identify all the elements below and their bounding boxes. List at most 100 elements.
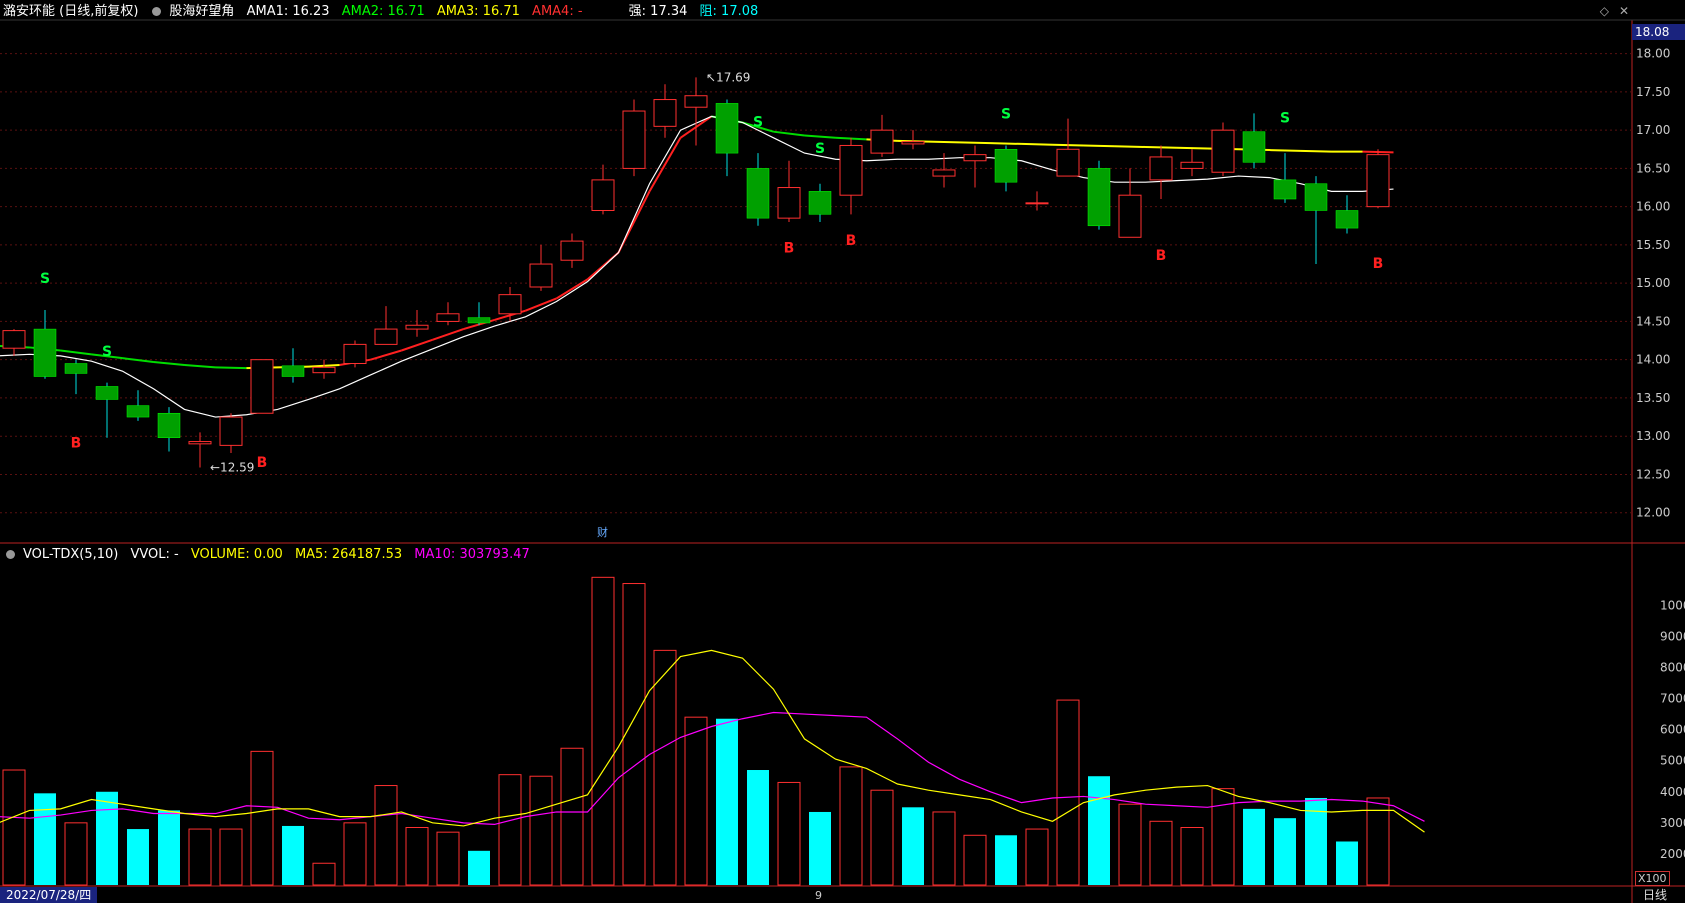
- volume-bar: [1118, 803, 1142, 886]
- signal-B: B: [1373, 256, 1384, 272]
- ama-upper-segment: [60, 349, 92, 356]
- ama-upper-segment: [1269, 149, 1301, 152]
- volume-bar: [684, 716, 708, 886]
- volume-bar: [591, 576, 615, 886]
- candle-body: [1149, 156, 1173, 181]
- volume-panel-header: VOL-TDX(5,10) VVOL: - VOLUME: 0.00 MA5: …: [0, 544, 538, 566]
- volume-bar: [932, 811, 956, 886]
- price-tick-label: 14.50: [1636, 314, 1670, 328]
- volume-bar: [1274, 818, 1296, 885]
- volume-bar: [312, 862, 336, 886]
- signal-S: S: [1280, 111, 1290, 127]
- volume-tick-label: 2000: [1660, 847, 1685, 861]
- volume-bar: [188, 828, 212, 886]
- volume-tick-label: 4000: [1660, 785, 1685, 799]
- candle-body: [901, 141, 925, 145]
- ama-upper-segment: [1176, 146, 1208, 150]
- candle-body: [715, 103, 739, 154]
- ama-upper-segment: [1083, 144, 1115, 148]
- candle-body: [157, 412, 181, 438]
- candle-body: [1273, 179, 1297, 200]
- volume-bar: [374, 785, 398, 886]
- candle-body: [1242, 131, 1266, 163]
- candle-body: [591, 179, 615, 211]
- signal-S: S: [102, 344, 112, 360]
- candle-body: [684, 95, 708, 108]
- indicator-name[interactable]: 股海好望角: [169, 4, 235, 19]
- candle-body: [467, 317, 491, 324]
- candle-body: [1056, 148, 1080, 177]
- candle-body: [746, 168, 770, 219]
- indicator-settings-icon[interactable]: [152, 7, 162, 16]
- candle-body: [994, 149, 1018, 183]
- volume-bar: [995, 835, 1017, 885]
- price-tick-label: 14.00: [1636, 353, 1670, 367]
- candle-body: [1180, 161, 1204, 169]
- stock-title[interactable]: 潞安环能 (日线,前复权): [3, 4, 139, 19]
- period-label[interactable]: 日线: [1642, 888, 1667, 902]
- candle-body: [529, 263, 553, 288]
- candle-body: [219, 416, 243, 446]
- ama-upper-segment: [215, 366, 247, 370]
- signal-S: S: [753, 114, 763, 130]
- volume-bar: [436, 831, 460, 886]
- volume-tick-label: 9000: [1660, 629, 1685, 643]
- price-tick-label: 17.00: [1636, 123, 1670, 137]
- ma5-value: MA5: 264187.53: [294, 547, 403, 562]
- price-tick-label: 15.00: [1636, 276, 1670, 290]
- ama-upper-segment: [1114, 145, 1146, 148]
- price-tick-label: 15.50: [1636, 238, 1670, 252]
- ama-upper-segment: [1021, 142, 1053, 146]
- ama-upper-segment: [91, 353, 123, 360]
- signal-B: B: [1156, 248, 1167, 264]
- volume-bar: [1243, 808, 1265, 885]
- candle-body: [405, 324, 429, 330]
- diamond-icon[interactable]: ◇: [1599, 4, 1609, 18]
- ama-upper-segment: [153, 360, 185, 367]
- candle-body: [839, 144, 863, 196]
- volume-tick-label: 5000: [1660, 754, 1685, 768]
- volume-bar: [34, 793, 56, 885]
- price-tick-label: 12.50: [1636, 467, 1670, 481]
- candle-body: [343, 343, 367, 365]
- volume-settings-icon[interactable]: [6, 550, 15, 559]
- candle-body: [808, 191, 832, 215]
- ama4-value: AMA4: -: [532, 4, 583, 19]
- volume-bar: [716, 718, 738, 885]
- ama1-line: [0, 115, 1394, 418]
- ama-upper-segment: [401, 338, 433, 352]
- candle-body: [1025, 202, 1049, 205]
- signal-S: S: [1001, 107, 1011, 123]
- volume-bar: [1366, 797, 1390, 886]
- volume-bar: [96, 791, 118, 885]
- candle-body: [560, 240, 584, 261]
- volume-bar: [1211, 788, 1235, 886]
- volume-unit-label: X100: [1635, 871, 1670, 886]
- candle-body: [2, 330, 26, 349]
- volume-indicator-name[interactable]: VOL-TDX(5,10): [23, 547, 119, 562]
- price-tick-label: 12.00: [1636, 506, 1670, 520]
- top-price-label: 18.08: [1632, 24, 1685, 40]
- ama-upper-segment: [928, 140, 960, 144]
- candle-body: [374, 328, 398, 345]
- candle-body: [64, 363, 88, 374]
- candle-body: [126, 405, 150, 418]
- volume-bar: [560, 747, 584, 886]
- ama-upper-segment: [742, 121, 774, 133]
- volume-bar: [963, 834, 987, 886]
- volume-bar: [127, 829, 149, 885]
- volume-bar: [747, 770, 769, 885]
- volume-bar: [622, 583, 646, 886]
- candle-body: [498, 294, 522, 315]
- ama-upper-segment: [555, 278, 589, 300]
- candle-body: [1335, 210, 1359, 229]
- signal-S: S: [815, 141, 825, 157]
- volume-bar: [2, 769, 26, 886]
- candle-body: [95, 386, 119, 400]
- volume-bar: [282, 825, 304, 885]
- volume-bar: [1088, 776, 1110, 885]
- volume-bar: [64, 822, 88, 886]
- signal-B: B: [71, 436, 82, 452]
- candle-body: [1304, 183, 1328, 211]
- close-icon[interactable]: ✕: [1618, 4, 1629, 18]
